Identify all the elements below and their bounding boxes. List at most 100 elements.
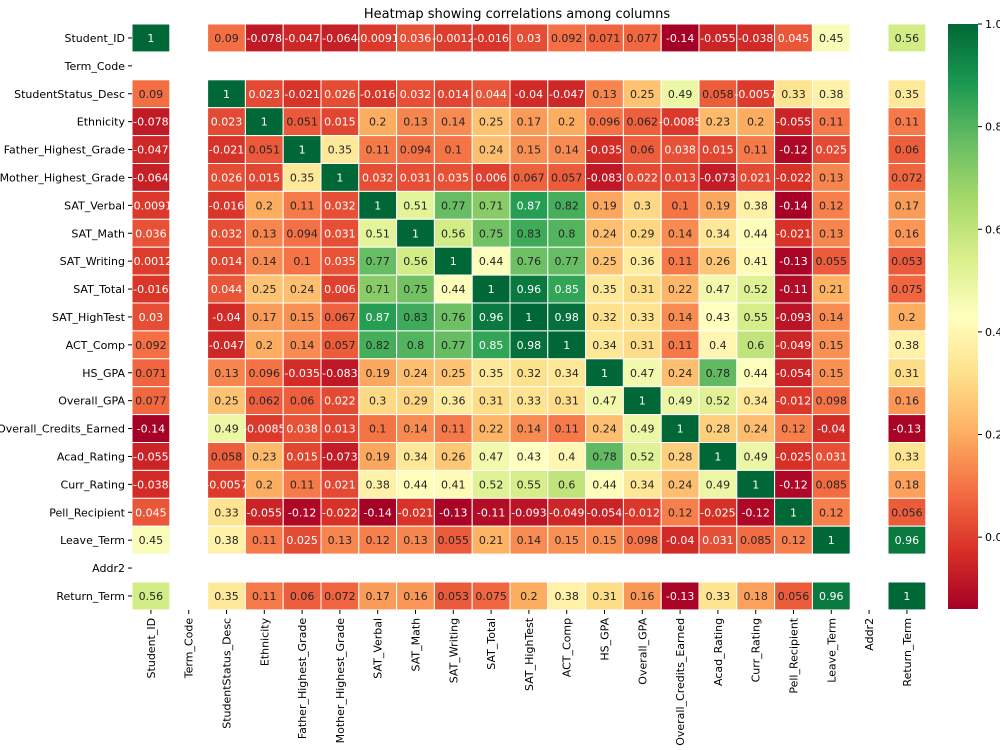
cell-value: 0.057	[551, 171, 583, 184]
heatmap-cell	[358, 525, 398, 555]
heatmap-cell	[207, 414, 246, 444]
heatmap-cell	[887, 218, 927, 248]
cell-value: 0.29	[403, 395, 428, 408]
x-tick-label: Leave_Term	[825, 618, 838, 683]
cell-value: 0.49	[214, 423, 239, 436]
cell-value: 0.44	[403, 478, 428, 491]
cell-value: -0.047	[284, 32, 319, 45]
cell-value: -0.14	[363, 506, 391, 519]
cell-value: 0.045	[778, 32, 810, 45]
cell-value: 0.98	[517, 339, 542, 352]
heatmap-cell	[207, 218, 246, 248]
cell-value: 0.11	[895, 116, 920, 129]
cell-value: 0.021	[740, 171, 772, 184]
y-tick-label: Overall_GPA	[58, 395, 125, 408]
cell-value: -0.047	[209, 339, 244, 352]
cell-value: 0.33	[895, 450, 920, 463]
cell-value: 0.14	[517, 534, 542, 547]
cell-value: 0.28	[668, 450, 693, 463]
cell-value: 0.013	[664, 171, 696, 184]
cell-value: 0.14	[403, 423, 428, 436]
heatmap-cell	[887, 497, 927, 527]
cell-value: 0.98	[554, 311, 579, 324]
chart-title: Heatmap showing correlations among colum…	[364, 7, 670, 22]
heatmap-cell	[131, 330, 171, 360]
heatmap-cell	[736, 23, 776, 53]
colorbar-tick-label: 1.0	[985, 18, 1000, 31]
cell-value: 0.96	[517, 283, 542, 296]
cell-value: 0.13	[214, 367, 239, 380]
heatmap-cell	[244, 330, 284, 360]
x-tick-label: Student_ID	[145, 618, 158, 679]
heatmap-cell	[585, 330, 624, 360]
heatmap-cell	[622, 163, 662, 192]
cell-value: 0.094	[286, 227, 318, 240]
cell-value: 0.44	[743, 367, 768, 380]
cell-value: -0.04	[817, 423, 845, 436]
heatmap-cell	[207, 135, 246, 165]
cell-value: 0.1	[445, 144, 463, 157]
cell-value: -0.021	[209, 144, 244, 157]
cell-value: 1	[412, 227, 419, 240]
cell-value: -0.0057	[734, 88, 776, 101]
cell-value: 0.051	[249, 144, 281, 157]
cell-value: 0.092	[135, 339, 167, 352]
heatmap-cell	[585, 246, 624, 276]
cell-value: -0.038	[738, 32, 773, 45]
cell-value: 0.71	[365, 283, 390, 296]
cell-value: 0.14	[441, 116, 466, 129]
cell-value: 0.062	[249, 395, 281, 408]
cell-value: -0.0091	[356, 32, 398, 45]
heatmap-cell	[509, 246, 549, 276]
cell-value: 0.085	[816, 478, 848, 491]
heatmap-cell	[244, 469, 284, 499]
cell-value: 0.055	[438, 534, 470, 547]
heatmap-cell	[433, 525, 473, 555]
cell-value: 0.15	[819, 339, 844, 352]
cell-value: -0.047	[133, 144, 168, 157]
y-tick-label: Ethnicity	[77, 116, 126, 129]
cell-value: 0.34	[706, 227, 731, 240]
x-tick-label: Addr2	[863, 618, 876, 651]
cell-value: 0.44	[479, 255, 504, 268]
cell-value: 0.87	[365, 311, 390, 324]
cell-value: 0.022	[627, 171, 659, 184]
cell-value: 0.025	[816, 144, 848, 157]
heatmap-cell	[396, 218, 435, 248]
heatmap-cell	[471, 330, 511, 360]
cell-value: 0.36	[630, 255, 655, 268]
cell-value: 0.038	[286, 423, 318, 436]
heatmap-cell	[396, 386, 435, 416]
heatmap-cell	[887, 135, 927, 165]
cell-value: 1	[374, 199, 381, 212]
heatmap-cell	[547, 414, 587, 444]
heatmap-cell	[509, 525, 549, 555]
heatmap-cell	[811, 386, 851, 416]
x-tick-label: SAT_Math	[410, 618, 423, 672]
cell-value: -0.083	[587, 171, 622, 184]
cell-value: 0.49	[630, 423, 655, 436]
heatmap-cell	[736, 442, 776, 471]
y-tick-label: SAT_Verbal	[64, 199, 125, 212]
cell-value: -0.11	[779, 283, 807, 296]
cell-value: 0.6	[558, 478, 576, 491]
cell-value: 0.25	[592, 255, 617, 268]
cell-value: 0.11	[554, 423, 579, 436]
cell-value: -0.021	[398, 506, 433, 519]
cell-value: 0.18	[743, 590, 768, 603]
cell-value: 0.12	[819, 199, 844, 212]
cell-value: 0.06	[630, 144, 655, 157]
cell-value: 0.24	[479, 144, 504, 157]
heatmap-cell	[774, 107, 813, 137]
heatmap-cell	[131, 79, 171, 109]
heatmap-cell	[320, 302, 360, 332]
cell-value: -0.0012	[130, 255, 172, 268]
cell-value: -0.038	[133, 478, 168, 491]
cell-value: 0.77	[441, 339, 466, 352]
heatmap-cell	[131, 525, 171, 555]
cell-value: 0.096	[589, 116, 621, 129]
heatmap-cell	[207, 190, 246, 220]
cell-value: 0.24	[403, 367, 428, 380]
heatmap-cell	[433, 190, 473, 220]
colorbar-tick-label: 0.6	[985, 223, 1000, 236]
